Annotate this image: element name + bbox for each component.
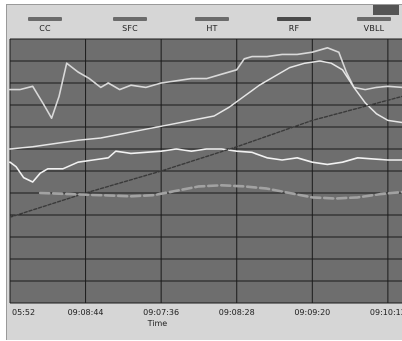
legend-item-vbll: VBLL	[344, 17, 402, 33]
legend-item-cc: CC	[15, 17, 75, 33]
series-line-vbll	[38, 184, 402, 200]
legend-label-vbll: VBLL	[363, 24, 385, 33]
series-lines	[9, 46, 402, 218]
x-axis-title: Time	[147, 319, 168, 328]
legend-item-rf: RF	[264, 17, 324, 33]
legend-swatch-vbll	[357, 17, 391, 21]
x-tick-label: 05:52	[12, 308, 35, 317]
legend-label-sfc: SFC	[122, 24, 138, 33]
series-line-rf	[9, 95, 402, 218]
legend: CC SFC HT RF VBLL	[7, 5, 402, 39]
x-tick-label: 09:10:12	[370, 308, 402, 317]
chart-frame: CC SFC HT RF VBLL 05:52 09:08:44 09:07:36 0…	[6, 4, 402, 340]
series-line-cc	[9, 46, 402, 119]
legend-label-cc: CC	[39, 24, 51, 33]
series-line-ht	[9, 148, 402, 183]
x-tick-label: 09:08:28	[219, 308, 255, 317]
x-tick-label: 09:07:36	[143, 308, 179, 317]
legend-label-ht: HT	[206, 24, 218, 33]
legend-swatch-rf	[277, 17, 311, 21]
legend-item-sfc: SFC	[100, 17, 160, 33]
legend-item-ht: HT	[182, 17, 242, 33]
line-chart: 05:52 09:08:44 09:07:36 09:08:28 09:09:20 09:…	[9, 38, 402, 328]
legend-swatch-ht	[195, 17, 229, 21]
x-tick-labels: 05:52 09:08:44 09:07:36 09:08:28 09:09:20 09:…	[12, 308, 402, 317]
x-tick-label: 09:08:44	[68, 308, 104, 317]
corner-indicator	[373, 5, 399, 15]
legend-swatch-cc	[28, 17, 62, 21]
grid-lines	[9, 38, 402, 304]
series-line-sfc	[9, 60, 402, 150]
x-tick-label: 09:09:20	[294, 308, 330, 317]
legend-label-rf: RF	[288, 24, 300, 33]
legend-swatch-sfc	[113, 17, 147, 21]
